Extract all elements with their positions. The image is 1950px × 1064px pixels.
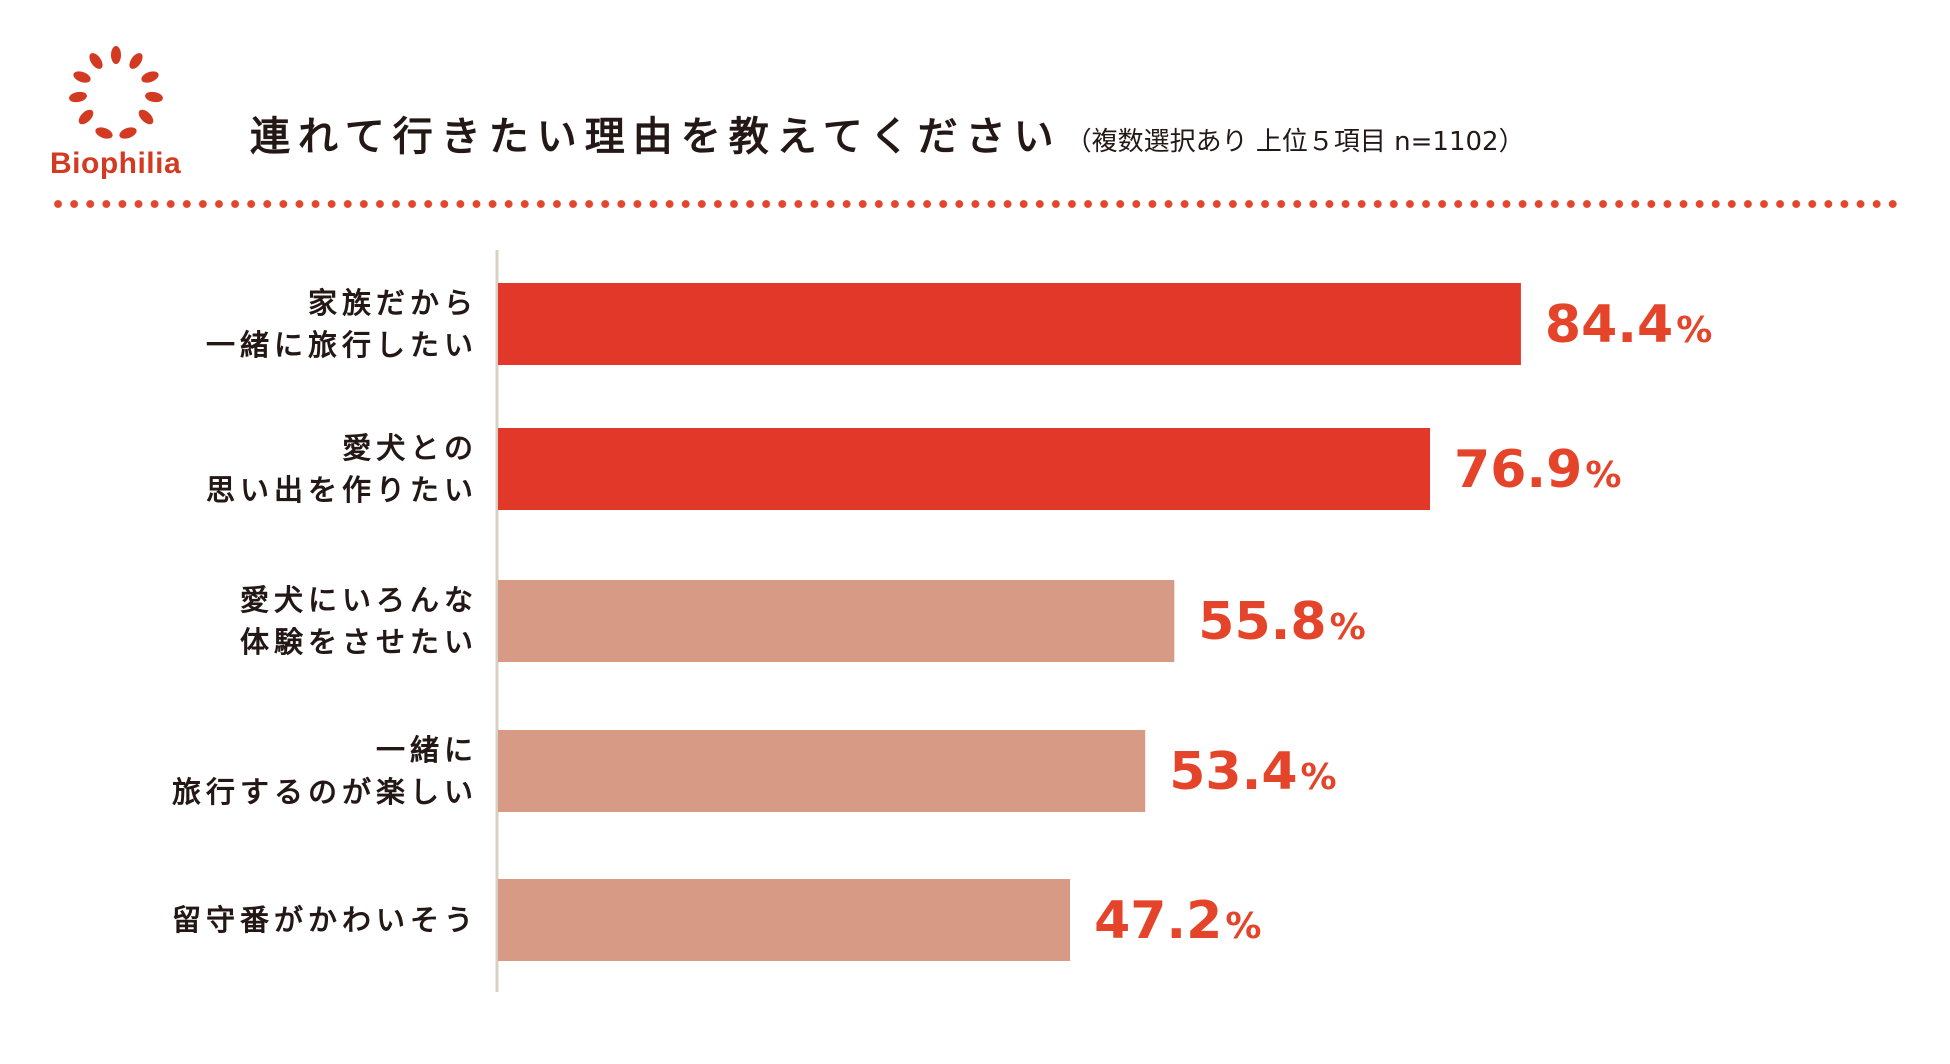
value-label-1: 84.4% (1545, 295, 1712, 355)
category-label-2-line-1: 愛犬との (342, 431, 478, 465)
category-label-5-line-1: 留守番がかわいそう (172, 903, 478, 937)
bar-2 (498, 428, 1431, 510)
laurel-wreath-icon (69, 46, 163, 139)
value-label-4: 53.4% (1169, 742, 1336, 802)
brand-logo: Biophilia (40, 45, 210, 195)
category-label-1-line-1: 家族だから (308, 286, 478, 320)
page-subtitle: （複数選択あり 上位５項目 n=1102） (1065, 127, 1525, 157)
bar-3 (498, 580, 1175, 662)
dotted-divider (50, 198, 1900, 210)
category-label-4-line-2: 旅行するのが楽しい (172, 775, 478, 809)
category-label-3-line-1: 愛犬にいろんな (240, 583, 478, 617)
bar-1 (498, 283, 1521, 365)
bar-5 (498, 879, 1071, 961)
logo-wordmark: Biophilia (50, 147, 182, 180)
value-label-5: 47.2% (1094, 891, 1261, 951)
bar-4 (498, 730, 1146, 812)
category-label-2-line-2: 思い出を作りたい (206, 473, 478, 507)
category-label-3-line-2: 体験をさせたい (240, 625, 478, 659)
value-label-3: 55.8% (1198, 592, 1365, 652)
category-label-1-line-2: 一緒に旅行したい (206, 328, 478, 362)
value-label-2: 76.9% (1454, 440, 1621, 500)
chart-header: 連れて行きたい理由を教えてください （複数選択あり 上位５項目 n=1102） (250, 104, 1525, 162)
page-title: 連れて行きたい理由を教えてください (250, 114, 1062, 160)
category-label-4-line-1: 一緒に (376, 733, 478, 767)
